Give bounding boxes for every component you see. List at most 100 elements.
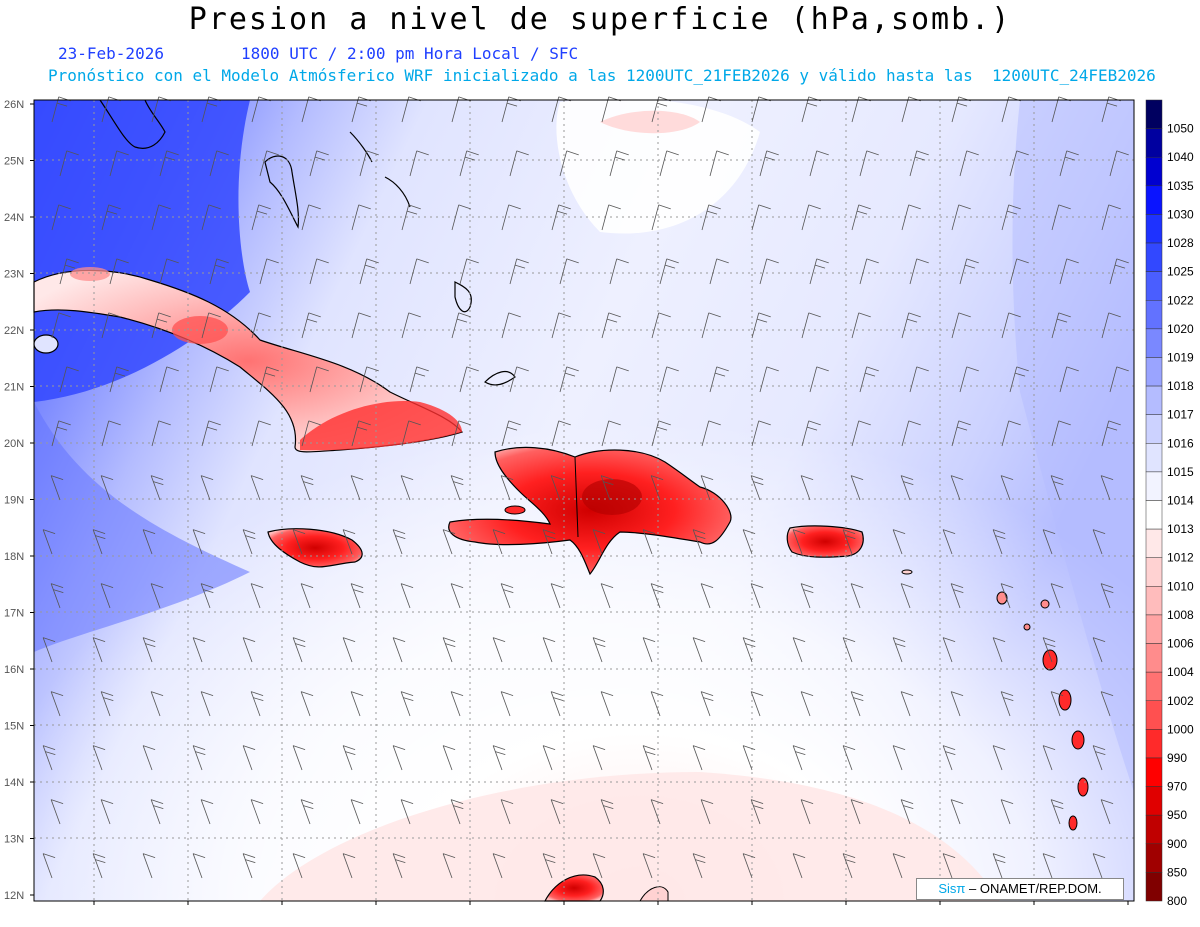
wind-barb-flag	[400, 691, 414, 696]
colorbar-swatch	[1145, 729, 1163, 759]
wind-barb-flag	[1092, 745, 1106, 750]
wind-barb	[1100, 475, 1111, 501]
wind-barb-flag	[842, 745, 856, 750]
wind-barb-flag	[216, 258, 229, 264]
wind-barb	[909, 258, 918, 285]
wind-barb-flag	[292, 745, 306, 750]
wind-barb	[892, 529, 903, 555]
wind-barb-flag	[592, 745, 606, 750]
wind-barb	[242, 529, 253, 555]
wind-barb	[1000, 475, 1011, 501]
wind-barb-flag	[166, 366, 179, 372]
wind-barb-flag	[250, 583, 264, 588]
wind-barb-flag	[150, 691, 164, 696]
wind-barb-flag	[450, 799, 464, 804]
wind-barb	[1101, 204, 1110, 231]
wind-barb-flag	[516, 258, 529, 264]
colorbar-label: 990	[1167, 751, 1187, 765]
wind-barb-flag	[658, 204, 671, 210]
wind-barb-flag	[800, 691, 814, 696]
wind-barb	[742, 745, 753, 771]
wind-barb	[592, 745, 603, 771]
wind-barb-flag	[356, 426, 368, 431]
wind-barb-flag	[50, 583, 64, 588]
wind-barb-flag	[600, 583, 614, 588]
wind-barb-flag	[556, 210, 568, 215]
wind-barb	[259, 258, 268, 285]
wind-barb-flag	[1000, 799, 1014, 804]
wind-barb-flag	[942, 637, 956, 642]
wind-barb-flag	[545, 535, 556, 540]
wind-barb-flag	[306, 318, 318, 323]
wind-barb-flag	[216, 150, 229, 156]
time-text: 1800 UTC / 2:00 pm Hora Local / SFC	[241, 44, 579, 63]
wind-barb-flag	[208, 204, 221, 210]
colorbar-label: 1002	[1167, 694, 1194, 708]
wind-barb-flag	[442, 529, 456, 534]
wind-barb	[101, 204, 110, 231]
wind-barb-flag	[292, 529, 306, 534]
wind-barb-flag	[456, 318, 468, 323]
wind-barb	[200, 691, 211, 717]
wind-barb-flag	[903, 805, 914, 810]
wind-barb-flag	[150, 475, 164, 480]
wind-barb	[201, 312, 210, 339]
wind-barb-flag	[495, 751, 506, 756]
wind-barb	[1000, 583, 1011, 609]
wind-barb	[951, 96, 960, 123]
wind-barb	[301, 96, 310, 123]
wind-barb-flag	[558, 312, 571, 318]
wind-barb	[142, 745, 153, 771]
wind-barb-flag	[1000, 691, 1014, 696]
wind-barb	[1092, 745, 1103, 771]
wind-barb	[292, 745, 303, 771]
wind-barb-flag	[995, 535, 1006, 540]
martinique-island	[1071, 730, 1085, 750]
cuba-central-low	[172, 316, 228, 344]
wind-barb	[400, 799, 411, 825]
wind-barb-flag	[914, 156, 926, 161]
colorbar-label: 1006	[1167, 637, 1194, 651]
wind-barb-flag	[792, 637, 806, 642]
wind-barb	[200, 799, 211, 825]
wind-barb	[242, 637, 253, 663]
wind-barb	[992, 745, 1003, 771]
wind-barb	[242, 853, 253, 879]
wind-barb-flag	[350, 799, 364, 804]
wind-barb	[859, 366, 868, 393]
wind-barb-flag	[108, 312, 121, 318]
wind-barb	[601, 96, 610, 123]
wind-barb-flag	[1058, 204, 1071, 210]
wind-barb-flag	[108, 420, 121, 426]
wind-barb-flag	[900, 475, 914, 480]
wind-barb	[592, 637, 603, 663]
wind-barb	[951, 312, 960, 339]
colorbar-swatch	[1145, 643, 1163, 673]
wind-barb	[701, 312, 710, 339]
wind-barb-flag	[366, 258, 379, 264]
wind-barb-flag	[203, 589, 214, 594]
wind-barb-flag	[800, 583, 814, 588]
wind-barb	[450, 475, 461, 501]
wind-barb-flag	[942, 529, 956, 534]
wind-barb	[1059, 258, 1068, 285]
wind-barb	[309, 366, 318, 393]
wind-barb-flag	[550, 475, 564, 480]
wind-barb	[842, 745, 853, 771]
wind-barb	[209, 258, 218, 285]
wind-barb	[159, 258, 168, 285]
wind-barb-flag	[642, 529, 656, 534]
wind-barb-flag	[650, 475, 664, 480]
colorbar-label: 1050	[1167, 122, 1194, 136]
wind-barb	[409, 366, 418, 393]
wind-barb	[600, 475, 611, 501]
colorbar-label: 1025	[1167, 265, 1194, 279]
wind-barb	[350, 583, 361, 609]
wind-barb-flag	[64, 264, 76, 269]
wind-barb	[692, 853, 703, 879]
wind-barb-flag	[716, 258, 729, 264]
wind-barb	[51, 96, 60, 123]
wind-barb-flag	[416, 258, 429, 264]
wind-barb-flag	[1006, 210, 1018, 215]
wind-barb-flag	[316, 258, 329, 264]
